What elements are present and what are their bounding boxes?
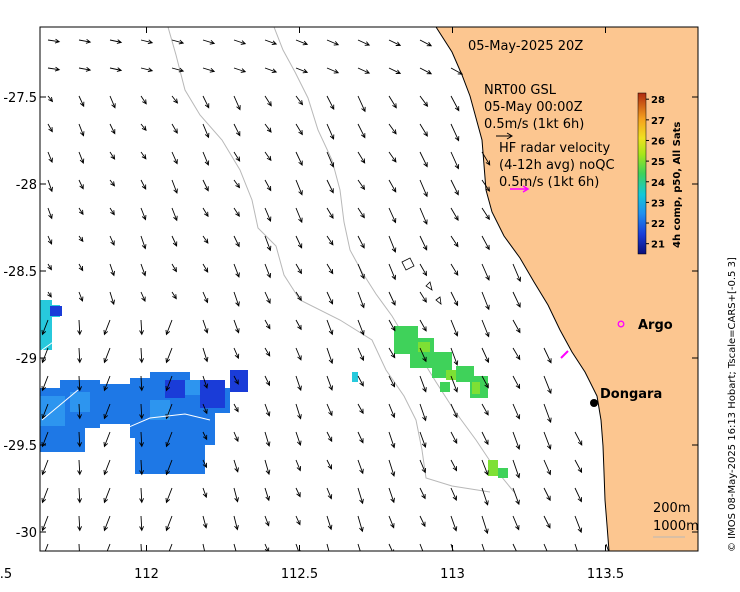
sst-patches: [40, 300, 508, 478]
colorbar-title: 4h comp, p50, All Sats: [672, 122, 683, 248]
coastline: [435, 27, 610, 551]
svg-text:(4-12h avg) noQC: (4-12h avg) noQC: [499, 158, 615, 173]
colorbar-tick-label: 23: [651, 198, 665, 209]
place-dongara: Dongara: [590, 387, 662, 407]
svg-text:HF radar velocity: HF radar velocity: [499, 141, 611, 156]
model-scale-arrow: [496, 132, 513, 140]
colorbar-scale: [637, 92, 647, 255]
islands: [401, 257, 442, 305]
y-tick-label: -30: [16, 526, 37, 541]
radar-scale-arrow: [510, 185, 530, 193]
x-tick-label: 112.5: [281, 567, 318, 582]
model-legend: NRT00 GSL 05-May 00:00Z 0.5m/s (1kt 6h): [484, 83, 584, 140]
x-tick-label: 113: [440, 567, 465, 582]
dongara-dot-icon: [590, 399, 598, 407]
y-tick-label: -28: [16, 178, 37, 193]
y-tick-label: -29.5: [3, 439, 37, 454]
x-tick-label: 113.5: [587, 567, 624, 582]
x-tick-label: 112: [134, 567, 159, 582]
colorbar-tick-label: 28: [651, 95, 665, 106]
colorbar-tick-label: 24: [651, 178, 665, 189]
svg-text:0.5m/s (1kt 6h): 0.5m/s (1kt 6h): [499, 175, 599, 190]
colorbar: 21 22 23 24 25 26 27 28 4h comp, p50, All Sats: [637, 92, 683, 255]
radar-current-lines: [41, 339, 211, 431]
argo-float-icon: [617, 320, 625, 328]
current-vector-field: [41, 38, 610, 551]
depth-legend: 200m 1000m: [653, 501, 699, 538]
colorbar-tick-label: 25: [651, 157, 665, 168]
svg-text:NRT00 GSL: NRT00 GSL: [484, 83, 557, 98]
svg-text:1000m: 1000m: [653, 519, 699, 534]
y-tick-label: -28.5: [3, 265, 37, 280]
credit-line: © IMOS 08-May-2025 16:13 Hobart; Tscale=…: [727, 257, 738, 552]
radar-station-icon: [560, 350, 569, 359]
svg-text:05-May 00:00Z: 05-May 00:00Z: [484, 100, 583, 115]
plot-frame: [39, 26, 699, 552]
colorbar-tick-label: 21: [651, 240, 665, 251]
y-tick-label: -29: [16, 352, 37, 367]
svg-text:Argo: Argo: [638, 318, 673, 333]
colorbar-tick-label: 27: [651, 116, 665, 127]
colorbar-tick-label: 22: [651, 219, 665, 230]
radar-legend: HF radar velocity (4-12h avg) noQC 0.5m/…: [499, 141, 615, 193]
place-argo: Argo: [617, 318, 673, 333]
svg-text:200m: 200m: [653, 501, 690, 516]
svg-text:0.5m/s (1kt 6h): 0.5m/s (1kt 6h): [484, 117, 584, 132]
contour-1000m: [167, 27, 491, 493]
map-timestamp: 05-May-2025 20Z: [468, 39, 583, 54]
x-tick-label: 111.5: [0, 567, 12, 582]
svg-text:Dongara: Dongara: [600, 387, 662, 402]
y-axis: -27.5 -28 -28.5 -29 -29.5 -30: [3, 91, 698, 541]
colorbar-tick-label: 26: [651, 136, 665, 147]
land-mass: [436, 27, 698, 551]
y-tick-label: -27.5: [3, 91, 37, 106]
